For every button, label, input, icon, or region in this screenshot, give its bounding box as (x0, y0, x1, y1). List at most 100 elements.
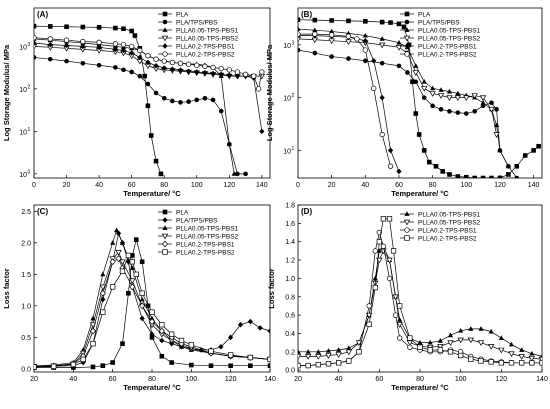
x-tick-label: 0 (32, 182, 36, 189)
data-point (508, 351, 515, 358)
legend-marker (162, 51, 168, 57)
legend-marker (162, 11, 168, 17)
data-point (531, 148, 536, 153)
data-point (259, 69, 265, 75)
data-point (258, 73, 266, 80)
series-line (298, 218, 542, 366)
data-point (298, 36, 302, 43)
data-point (110, 240, 116, 245)
data-point (472, 109, 477, 114)
data-point (298, 362, 301, 369)
legend-marker (403, 35, 411, 42)
data-point (371, 85, 377, 92)
data-point (386, 257, 393, 264)
data-point (194, 62, 200, 68)
data-point (305, 349, 311, 354)
data-point (210, 64, 216, 71)
data-point (34, 364, 37, 370)
legend-marker (404, 227, 410, 233)
legend-label: PLLA0.05-TPS-PBS1 (418, 27, 481, 34)
data-point (148, 318, 156, 325)
data-point (336, 347, 342, 352)
x-tick-label: 20 (294, 376, 302, 383)
legend-label: PLLA0.2-TPS-PBS2 (176, 51, 235, 58)
data-point (159, 337, 165, 344)
data-point (480, 100, 486, 105)
data-point (90, 340, 96, 347)
data-point (372, 280, 379, 287)
data-point (149, 309, 155, 315)
data-point (218, 108, 224, 114)
data-point (528, 355, 536, 362)
series-line (34, 238, 270, 368)
data-point (379, 94, 385, 101)
data-point (380, 243, 387, 249)
data-point (80, 43, 86, 50)
data-point (458, 352, 464, 359)
data-point (417, 344, 423, 350)
data-point (96, 39, 102, 45)
data-point (315, 354, 322, 360)
legend-label: PLLA0.05-TPS-PBS1 (176, 225, 239, 232)
data-point (298, 26, 301, 31)
data-point (120, 47, 127, 54)
data-point (413, 63, 419, 68)
data-point (497, 147, 503, 153)
data-point (185, 61, 192, 67)
data-point (498, 360, 504, 366)
data-point (396, 21, 402, 27)
panel-label: (A) (37, 10, 48, 19)
data-point (387, 163, 394, 169)
data-point (362, 37, 368, 44)
plot-frame (33, 7, 271, 179)
data-point (397, 303, 403, 309)
data-point (298, 17, 301, 23)
data-point (458, 328, 464, 333)
data-point (96, 44, 102, 51)
data-point (480, 175, 486, 178)
data-point (202, 69, 208, 76)
data-point (363, 58, 368, 64)
data-point (47, 56, 53, 62)
data-point (114, 227, 120, 233)
data-point (226, 72, 232, 78)
data-point (446, 95, 453, 102)
data-point (346, 56, 351, 61)
data-point (113, 65, 118, 70)
x-tick-label: 20 (328, 182, 336, 189)
data-point (51, 363, 57, 369)
series-line (298, 49, 518, 178)
data-point (488, 328, 494, 334)
data-point (463, 95, 470, 102)
data-point (64, 24, 69, 30)
data-point (366, 321, 372, 327)
data-point (421, 148, 427, 153)
legend-marker (162, 43, 168, 49)
data-point (376, 239, 382, 245)
data-point (267, 328, 270, 334)
data-point (447, 332, 454, 338)
x-tick-label: 60 (128, 182, 136, 189)
data-point (80, 359, 86, 366)
legend: PLAPLA/TPS/PBSPLLA0.05-TPS-PBS1PLLA0.05-… (158, 209, 239, 256)
legend-label: PLLA0.05-TPS-PBS1 (418, 211, 481, 218)
data-point (380, 216, 387, 222)
data-point (210, 70, 216, 77)
data-point (218, 343, 224, 350)
x-tick-label: 20 (30, 376, 38, 383)
data-point (133, 271, 139, 277)
data-point (498, 347, 505, 354)
data-point (129, 50, 135, 56)
data-point (234, 69, 241, 75)
data-point (325, 353, 332, 359)
data-point (186, 68, 192, 75)
data-point (380, 248, 387, 255)
data-point (455, 90, 461, 96)
legend-label: PLA (176, 11, 189, 18)
data-point (145, 59, 151, 66)
y-tick-label: 0.6 (285, 313, 295, 320)
data-point (148, 133, 154, 138)
y-axis-label: Loss factor (2, 268, 11, 309)
data-point (129, 43, 135, 50)
data-point (494, 107, 499, 112)
